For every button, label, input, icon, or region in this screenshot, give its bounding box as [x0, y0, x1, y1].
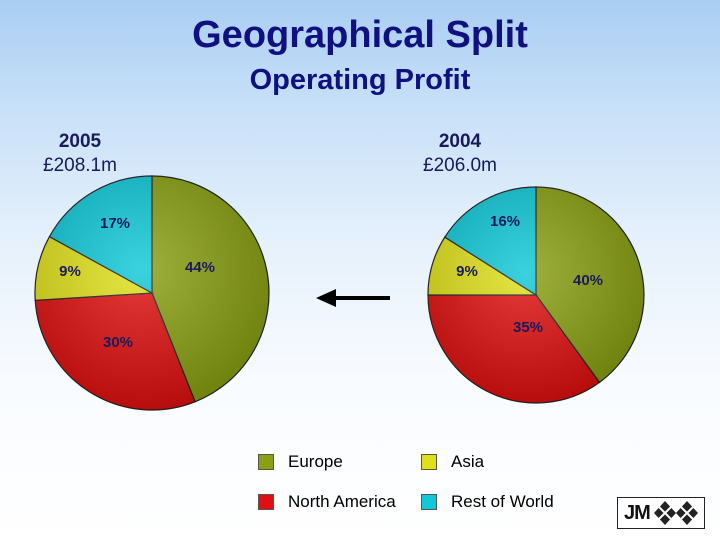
pie-2004-label-north-america: 35% [513, 319, 543, 336]
legend-label-north-america: North America [288, 492, 396, 511]
legend-swatch-asia [421, 454, 437, 470]
legend-swatch-europe [258, 454, 274, 470]
legend-label-asia: Asia [451, 452, 485, 471]
pie-2005-label-north-america: 30% [103, 334, 133, 351]
pie-2005-label-rest-of-world: 17% [100, 215, 130, 232]
legend-swatch-north-america [258, 494, 274, 510]
pie-2005-total: £208.1m [43, 155, 117, 176]
pie-2004: 40% 35% 9% 16% [427, 186, 645, 404]
page-title: Geographical Split [192, 14, 528, 56]
page-subtitle: Operating Profit [249, 64, 471, 96]
company-logo: JM [617, 497, 705, 529]
pie-2004-label-rest-of-world: 16% [490, 213, 520, 230]
pie-2005-heading: 2005 £208.1m [20, 130, 140, 178]
pie-2005: 44% 30% 9% 17% [34, 175, 270, 411]
pie-2004-label-europe: 40% [573, 272, 603, 289]
crossed-hammers-icon [653, 501, 698, 525]
legend-label-rest-of-world: Rest of World [451, 492, 554, 511]
pie-2004-label-asia: 9% [456, 263, 478, 280]
pie-2005-year: 2005 [58, 131, 102, 152]
arrow-left-icon [316, 289, 390, 307]
legend-swatch-rest-of-world [421, 494, 437, 510]
pie-2004-year: 2004 [438, 131, 482, 152]
pie-2004-heading: 2004 £206.0m [400, 130, 520, 178]
pie-2004-total: £206.0m [423, 155, 497, 176]
legend-item-north-america: North America [258, 492, 396, 512]
legend-label-europe: Europe [288, 452, 343, 471]
logo-text: JM [624, 501, 651, 524]
legend-item-europe: Europe [258, 452, 343, 472]
pie-2004-shading [428, 187, 644, 403]
legend-item-asia: Asia [421, 452, 484, 472]
pie-2005-shading [35, 176, 269, 410]
legend-item-rest-of-world: Rest of World [421, 492, 554, 512]
pie-2005-label-asia: 9% [59, 263, 81, 280]
pie-2005-label-europe: 44% [185, 259, 215, 276]
